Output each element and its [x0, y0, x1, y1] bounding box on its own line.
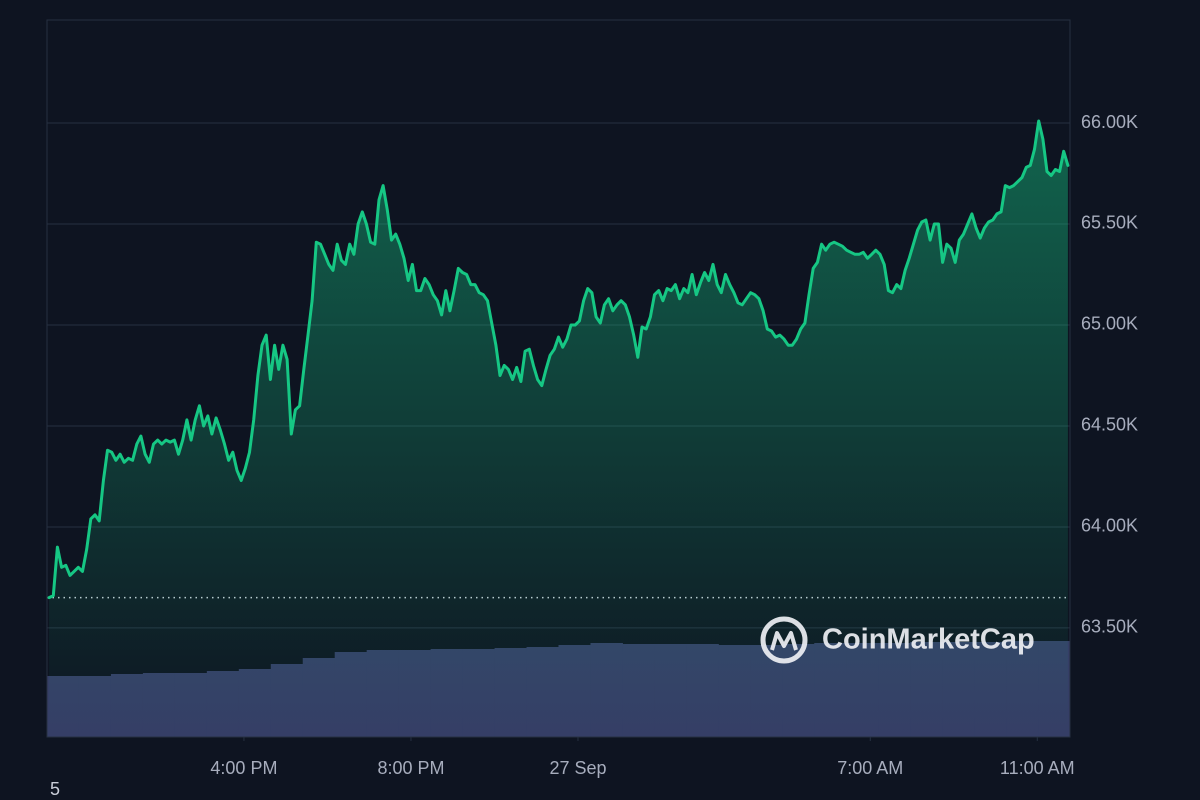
y-tick-label: 63.50K: [1081, 617, 1138, 637]
plot-frame: [46, 19, 1071, 738]
y-tick-label: 65.50K: [1081, 213, 1138, 233]
footnote: 5: [50, 779, 60, 799]
watermark-logo-mark: [770, 631, 798, 651]
x-tick-label: 8:00 PM: [377, 758, 444, 778]
y-tick-label: 64.00K: [1081, 516, 1138, 536]
x-tick-label: 11:00 AM: [1000, 758, 1075, 778]
y-tick-label: 65.00K: [1081, 314, 1138, 334]
watermark: CoinMarketCap: [760, 616, 1035, 664]
x-tick-label: 27 Sep: [549, 758, 606, 778]
watermark-logo: [760, 616, 808, 664]
x-tick-label: 7:00 AM: [837, 758, 903, 778]
x-tick-label: 4:00 PM: [210, 758, 277, 778]
price-line: [47, 119, 1070, 600]
y-tick-label: 64.50K: [1081, 415, 1138, 435]
y-tick-label: 66.00K: [1081, 112, 1138, 132]
watermark-text: CoinMarketCap: [822, 624, 1035, 656]
plot: [47, 119, 1070, 737]
